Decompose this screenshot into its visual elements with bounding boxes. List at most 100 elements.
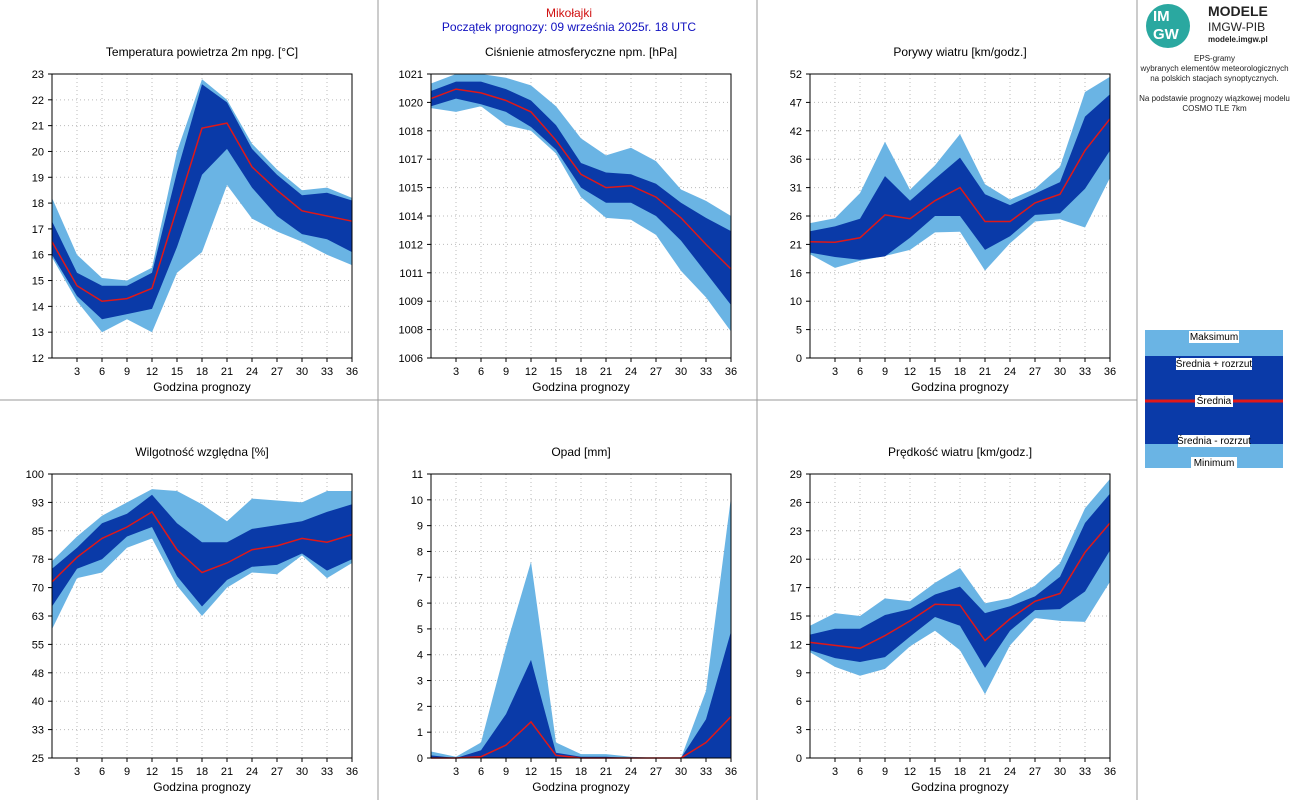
- mean-line: [51, 122, 353, 302]
- y-tick-label: 23: [32, 69, 44, 81]
- y-tick-label: 26: [790, 211, 802, 223]
- legend-label-bg: [1189, 331, 1239, 343]
- legend: Maksimum Średnia + rozrzut Średnia Średn…: [1145, 330, 1283, 469]
- y-tick-label: 42: [790, 126, 802, 138]
- y-tick-label: 14: [32, 301, 44, 313]
- x-tick-label: 12: [146, 366, 158, 378]
- x-axis-label: Godzina prognozy: [911, 780, 1008, 794]
- x-axis-label: Godzina prognozy: [153, 380, 250, 394]
- chart-title: Temperatura powietrza 2m npg. [°C]: [106, 45, 298, 59]
- x-tick-label: 36: [346, 766, 358, 778]
- spread-band: [810, 94, 1110, 260]
- legend-label-bg: [1176, 358, 1252, 370]
- x-tick-label: 15: [929, 366, 941, 378]
- x-tick-label: 27: [1029, 766, 1041, 778]
- desc-line-1: EPS-gramy: [1194, 54, 1235, 63]
- x-tick-label: 24: [1004, 366, 1016, 378]
- x-tick-label: 27: [1029, 366, 1041, 378]
- forecast-header: Mikołajki Początek prognozy: 09 września…: [380, 6, 758, 34]
- y-tick-label: 3: [417, 676, 423, 688]
- x-tick-label: 21: [979, 766, 991, 778]
- plot-frame: [430, 473, 732, 759]
- y-tick-label: 22: [32, 95, 44, 107]
- chart-title: Ciśnienie atmosferyczne npm. [hPa]: [485, 45, 677, 59]
- x-tick-label: 36: [346, 366, 358, 378]
- x-axis-label: Godzina prognozy: [532, 780, 629, 794]
- x-tick-label: 12: [904, 366, 916, 378]
- x-tick-label: 6: [857, 766, 863, 778]
- legend-label-bg: [1195, 395, 1233, 407]
- x-tick-label: 30: [1054, 366, 1066, 378]
- x-tick-label: 24: [246, 366, 258, 378]
- x-tick-label: 6: [99, 366, 105, 378]
- description: EPS-gramy wybranych elementów meteorolog…: [1138, 54, 1291, 114]
- y-tick-label: 1: [417, 727, 423, 739]
- x-tick-label: 3: [832, 366, 838, 378]
- x-axis-label: Godzina prognozy: [532, 380, 629, 394]
- x-tick-label: 30: [296, 766, 308, 778]
- logo-title: MODELE: [1208, 3, 1268, 19]
- legend-max-label: Maksimum: [1190, 332, 1238, 343]
- x-tick-label: 27: [650, 366, 662, 378]
- y-tick-label: 8: [417, 546, 423, 558]
- y-tick-label: 20: [32, 146, 44, 158]
- x-tick-label: 18: [954, 366, 966, 378]
- y-tick-label: 63: [32, 611, 44, 623]
- x-tick-label: 27: [650, 766, 662, 778]
- imgw-logo[interactable]: IM GW MODELE IMGW-PIB modele.imgw.pl: [1138, 0, 1291, 150]
- y-tick-label: 11: [412, 469, 423, 481]
- x-tick-label: 24: [625, 366, 637, 378]
- mean-line: [809, 522, 1111, 650]
- x-tick-label: 24: [1004, 766, 1016, 778]
- y-tick-label: 25: [32, 753, 44, 765]
- y-tick-label: 0: [417, 753, 423, 765]
- x-tick-label: 3: [74, 366, 80, 378]
- x-tick-label: 30: [675, 766, 687, 778]
- chart-title: Porywy wiatru [km/godz.]: [893, 45, 1026, 59]
- y-tick-label: 10: [411, 495, 423, 507]
- y-tick-label: 1012: [399, 239, 423, 251]
- desc-line-5: COSMO TLE 7km: [1182, 104, 1247, 113]
- x-tick-label: 12: [525, 366, 537, 378]
- y-tick-label: 1020: [399, 97, 423, 109]
- range-band: [52, 79, 352, 333]
- x-tick-label: 15: [171, 766, 183, 778]
- x-tick-label: 24: [625, 766, 637, 778]
- x-tick-label: 36: [725, 766, 737, 778]
- y-tick-label: 15: [32, 276, 44, 288]
- x-tick-label: 6: [857, 366, 863, 378]
- forecast-start: Początek prognozy: 09 września 2025r. 18…: [441, 20, 697, 34]
- x-tick-label: 21: [600, 366, 612, 378]
- x-tick-label: 6: [478, 366, 484, 378]
- y-tick-label: 5: [796, 325, 802, 337]
- y-tick-label: 16: [32, 250, 44, 262]
- y-tick-label: 47: [790, 97, 802, 109]
- mean-line: [51, 510, 353, 583]
- y-tick-label: 9: [796, 668, 802, 680]
- station-name: Mikołajki: [545, 6, 592, 20]
- x-tick-label: 36: [1104, 766, 1116, 778]
- x-tick-label: 33: [700, 366, 712, 378]
- y-tick-label: 1006: [399, 353, 423, 365]
- y-tick-label: 40: [32, 696, 44, 708]
- y-tick-label: 5: [417, 624, 423, 636]
- y-tick-label: 93: [32, 497, 44, 509]
- spread-band: [52, 494, 352, 607]
- logo-url[interactable]: modele.imgw.pl: [1208, 35, 1268, 44]
- x-tick-label: 18: [575, 766, 587, 778]
- x-tick-label: 6: [99, 766, 105, 778]
- y-tick-label: 78: [32, 554, 44, 566]
- x-tick-label: 33: [321, 766, 333, 778]
- y-tick-label: 33: [32, 725, 44, 737]
- x-tick-label: 27: [271, 766, 283, 778]
- x-tick-label: 21: [221, 766, 233, 778]
- y-tick-label: 52: [790, 69, 802, 81]
- y-tick-label: 4: [417, 650, 423, 662]
- logo-subtitle: IMGW-PIB: [1208, 20, 1266, 34]
- x-tick-label: 18: [196, 766, 208, 778]
- y-tick-label: 26: [790, 497, 802, 509]
- x-tick-label: 12: [146, 766, 158, 778]
- y-tick-label: 0: [796, 753, 802, 765]
- mean-line: [430, 88, 732, 270]
- x-tick-label: 24: [246, 766, 258, 778]
